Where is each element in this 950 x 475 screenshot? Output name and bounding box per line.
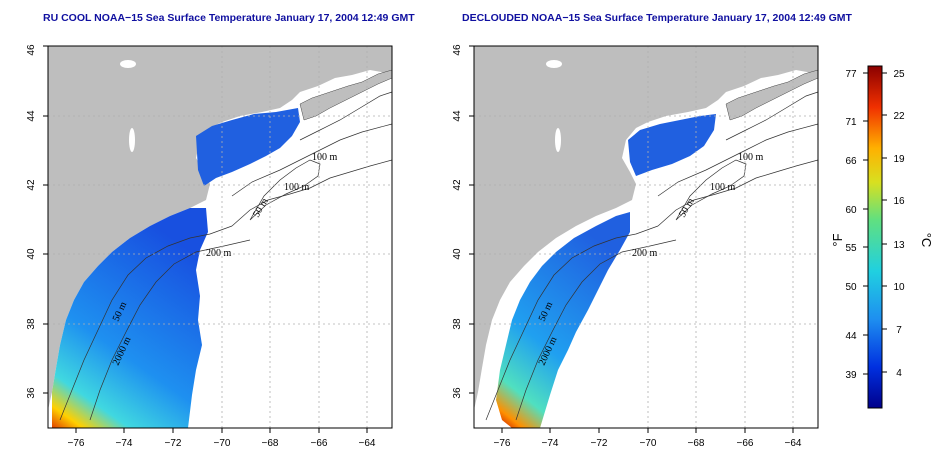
y-tick-label: 44 [452,110,463,122]
contour-label: 200 m [206,248,232,259]
celsius-tick-label: 10 [893,282,905,293]
y-tick-label: 42 [26,179,37,191]
x-tick-label: −68 [262,438,279,449]
x-tick-label: −74 [542,438,559,449]
celsius-tick-label: 7 [896,325,902,336]
lake [546,60,562,68]
x-tick-label: −76 [494,438,511,449]
celsius-tick-label: 22 [893,111,905,122]
lake [120,60,136,68]
celsius-tick-label: 13 [893,240,905,251]
y-tick-label: 38 [452,318,463,330]
grid-lines [474,46,818,428]
x-tick-label: −68 [688,438,705,449]
celsius-tick-label: 25 [893,69,905,80]
x-tick-label: −66 [311,438,328,449]
celsius-tick-label: 4 [896,368,902,379]
left-map-title: RU COOL NOAA−15 Sea Surface Temperature … [43,12,415,24]
celsius-tick-label: 19 [893,154,905,165]
colorbar-gradient [867,65,883,409]
bathymetry-contours [59,91,393,421]
x-axis-labels: −76 −74 −72 −70 −68 −66 −64 [68,438,376,449]
x-tick-label: −64 [359,438,376,449]
fahrenheit-tick-label: 66 [845,156,857,167]
contour-label: 100 m [312,152,338,163]
x-tick-label: −70 [640,438,657,449]
x-axis-labels: −76 −74 −72 −70 −68 −66 −64 [494,438,802,449]
x-tick-label: −64 [785,438,802,449]
x-tick-label: −76 [68,438,85,449]
contour-label: 100 m [738,152,764,163]
colorbar-ticks [863,72,887,375]
y-axis-labels: 36 38 40 42 44 46 [452,44,463,399]
map-frame [473,45,819,429]
contour-label: 100 m [284,182,310,193]
map-frame [47,45,393,429]
fahrenheit-tick-label: 60 [845,205,857,216]
x-tick-label: −72 [591,438,608,449]
fahrenheit-labels: 77 71 66 60 55 50 44 39 [845,69,857,381]
fahrenheit-tick-label: 39 [845,370,857,381]
y-tick-label: 46 [452,44,463,56]
fahrenheit-tick-label: 71 [845,117,857,128]
fahrenheit-tick-label: 77 [845,69,857,80]
right-map-title: DECLOUDED NOAA−15 Sea Surface Temperatur… [462,12,852,24]
y-tick-label: 46 [26,44,37,56]
axis-ticks [469,45,794,433]
celsius-unit-label: °C [919,233,934,248]
left-map-panel: 100 m 100 m 50 m 200 m 50 m 2000 m −76 −… [26,44,393,449]
grid-lines [48,46,392,428]
colorbar: 77 71 66 60 55 50 44 39 25 22 19 16 13 1… [830,65,934,409]
axis-ticks [43,45,368,433]
y-tick-label: 38 [26,318,37,330]
x-tick-label: −66 [737,438,754,449]
contour-label: 200 m [632,248,658,259]
sst-shelf [496,212,630,428]
y-axis-labels: 36 38 40 42 44 46 [26,44,37,399]
fahrenheit-tick-label: 44 [845,331,857,342]
y-tick-label: 40 [26,248,37,260]
y-tick-label: 40 [452,248,463,260]
bathymetry-contours [485,91,819,421]
y-tick-label: 44 [26,110,37,122]
fahrenheit-tick-label: 50 [845,282,857,293]
right-map-panel: 100 m 100 m 50 m 200 m 50 m 2000 m −76 −… [452,44,819,449]
lake [129,128,135,152]
celsius-tick-label: 16 [893,196,905,207]
sst-gulf-of-maine [628,114,716,176]
fahrenheit-unit-label: °F [830,233,845,246]
lake [555,128,561,152]
fahrenheit-tick-label: 55 [845,243,857,254]
sst-shelf [52,208,208,428]
y-tick-label: 36 [452,387,463,399]
y-tick-label: 42 [452,179,463,191]
x-tick-label: −74 [116,438,133,449]
celsius-labels: 25 22 19 16 13 10 7 4 [893,69,905,379]
x-tick-label: −72 [165,438,182,449]
contour-label: 100 m [710,182,736,193]
y-tick-label: 36 [26,387,37,399]
x-tick-label: −70 [214,438,231,449]
